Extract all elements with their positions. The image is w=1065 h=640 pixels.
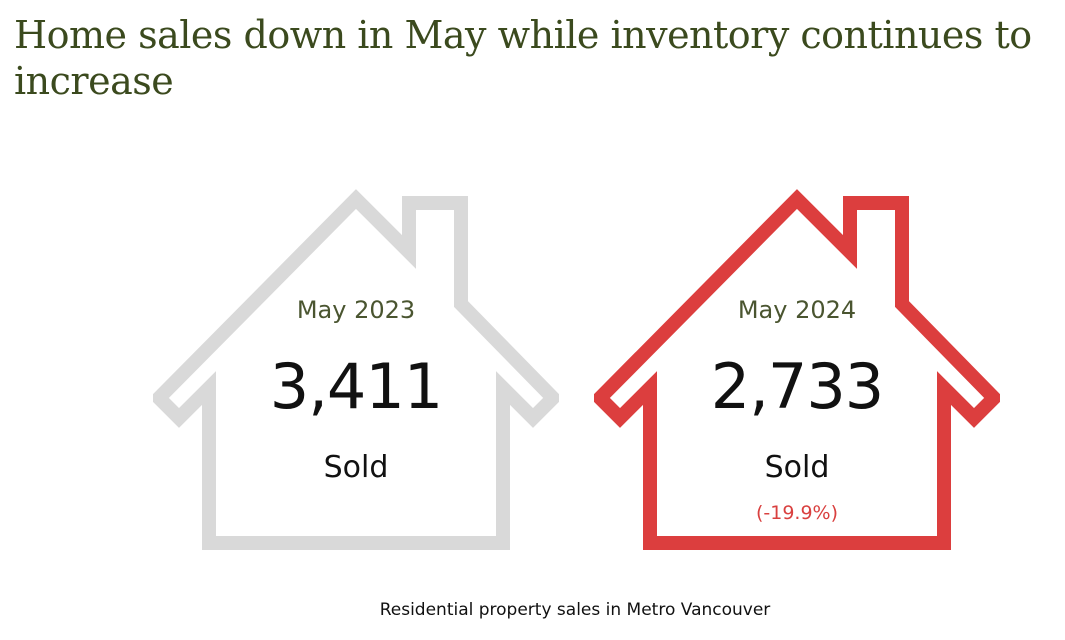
house-card-2024: May 2024 2,733 Sold (-19.9%) xyxy=(594,188,1000,552)
period-label: May 2023 xyxy=(296,296,416,324)
unit-label: Sold xyxy=(323,450,389,485)
house-card-2023: May 2023 3,411 Sold xyxy=(153,188,559,552)
house-outline-icon xyxy=(153,189,559,550)
percent-change: (-19.9%) xyxy=(755,502,839,524)
caption: Residential property sales in Metro Vanc… xyxy=(379,600,771,620)
page-title: Home sales down in May while inventory c… xyxy=(14,13,1032,103)
unit-label: Sold xyxy=(764,450,830,485)
sales-value: 2,733 xyxy=(710,350,885,423)
period-label: May 2024 xyxy=(737,296,857,324)
sales-value: 3,411 xyxy=(269,350,444,423)
house-outline-icon xyxy=(594,189,1000,550)
